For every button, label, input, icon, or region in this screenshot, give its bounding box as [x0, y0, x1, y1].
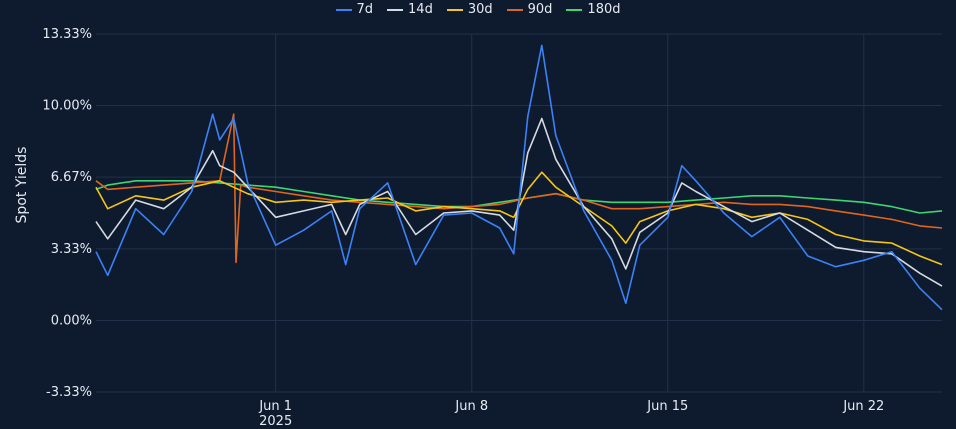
legend-label: 30d: [467, 2, 493, 17]
x-tick-label: Jun 15: [646, 399, 688, 414]
legend-item-90d[interactable]: 90d: [506, 2, 553, 17]
legend-label: 90d: [527, 2, 553, 17]
series-line-14d: [95, 117, 943, 287]
y-tick-label: 10.00%: [42, 99, 92, 114]
y-tick-label: 0.00%: [51, 313, 92, 328]
legend-swatch: [387, 8, 404, 11]
y-tick-label: -3.33%: [46, 385, 92, 400]
series-line-30d: [95, 171, 943, 266]
y-axis-title: Spot Yields: [14, 147, 30, 224]
series-line-7d: [95, 44, 943, 311]
legend-item-30d[interactable]: 30d: [446, 2, 493, 17]
legend-item-7d[interactable]: 7d: [335, 2, 374, 17]
legend-item-180d[interactable]: 180d: [566, 2, 621, 17]
legend-label: 14d: [408, 2, 433, 17]
legend-swatch: [566, 8, 583, 11]
legend: 7d 14d 30d 90d 180d: [0, 2, 956, 17]
series-line-90d: [95, 113, 943, 264]
legend-label: 7d: [356, 2, 374, 17]
x-tick-label: Jun 1: [258, 399, 292, 414]
y-tick-label: 6.67%: [51, 170, 92, 185]
y-tick-label: 3.33%: [51, 242, 92, 257]
legend-item-14d[interactable]: 14d: [387, 2, 433, 17]
legend-swatch: [506, 8, 523, 11]
x-tick-label: Jun 8: [454, 399, 488, 414]
legend-label: 180d: [587, 2, 621, 17]
y-tick-label: 13.33%: [42, 27, 92, 42]
legend-swatch: [446, 8, 463, 11]
x-tick-sublabel: 2025: [259, 414, 292, 425]
x-tick-label: Jun 22: [842, 399, 884, 414]
legend-swatch: [335, 8, 352, 11]
